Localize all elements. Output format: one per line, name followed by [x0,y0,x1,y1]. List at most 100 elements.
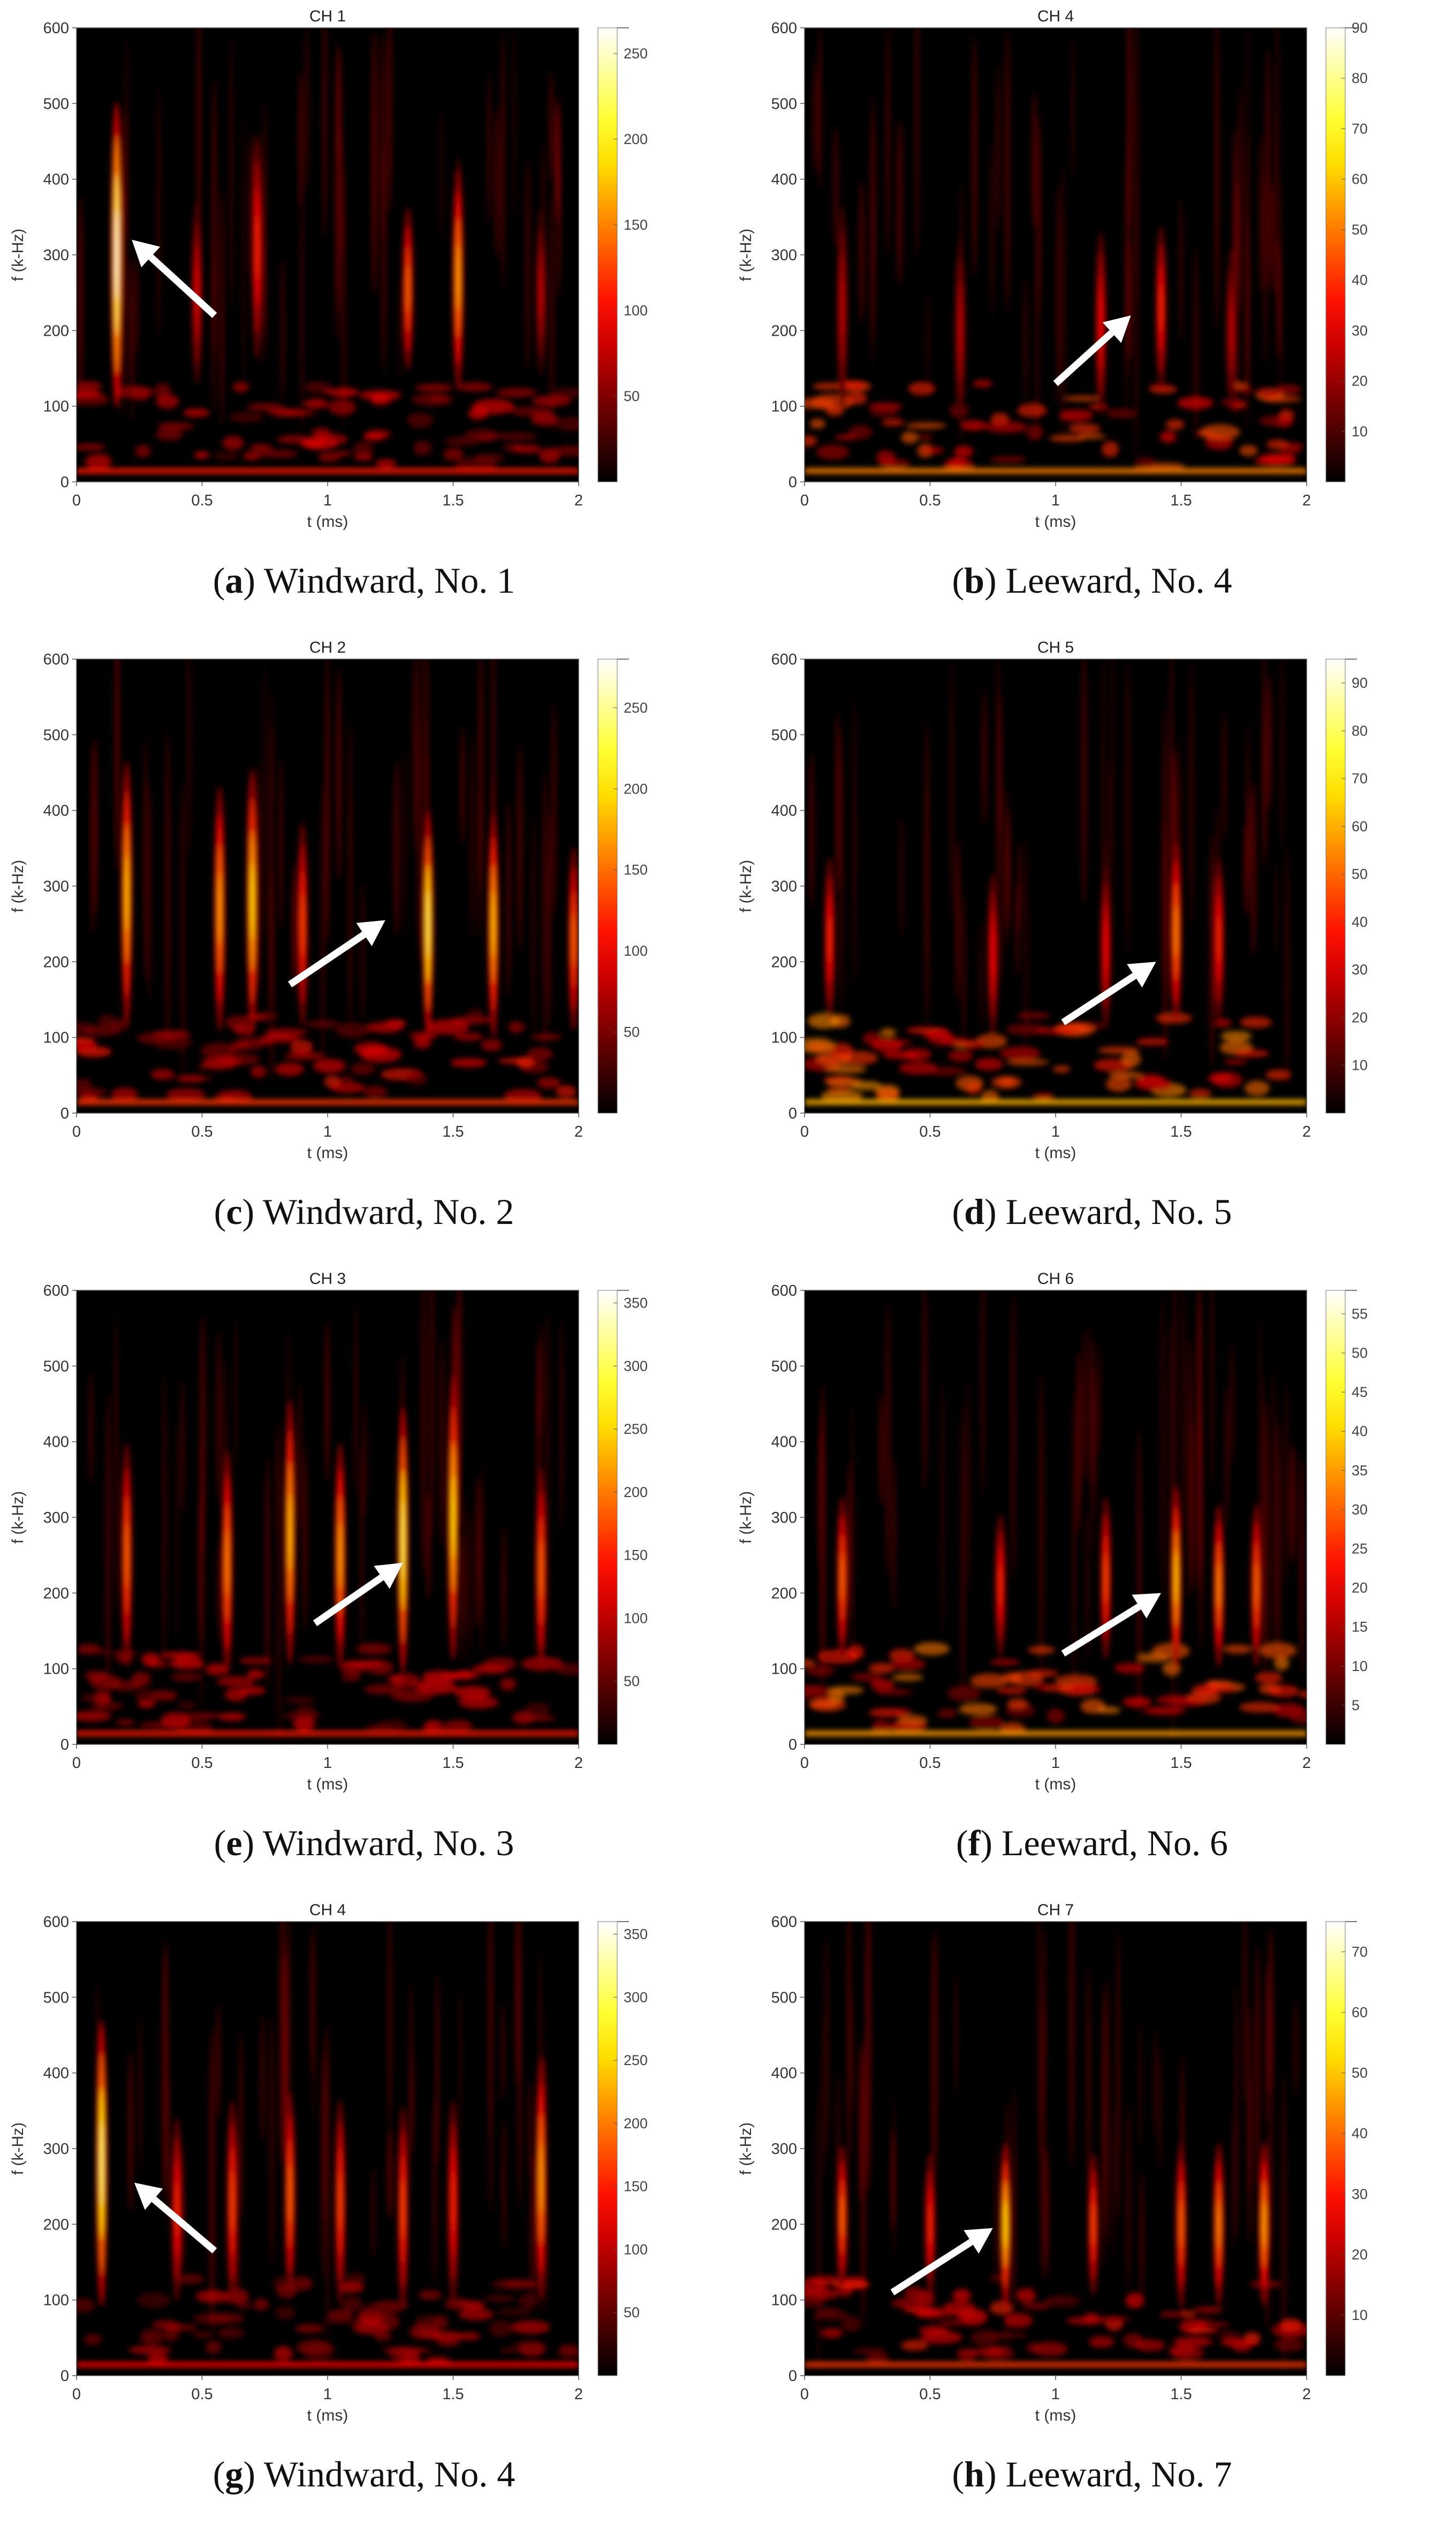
background-streak [199,1491,203,1643]
background-streak [1274,103,1278,301]
background-streak [212,77,217,358]
spectral-ridge [1104,1553,1108,1602]
y-tick-label: 500 [43,727,69,744]
background-streak [265,1456,270,1685]
low-frequency-blob [237,2302,253,2309]
low-frequency-blob [927,1031,956,1046]
panel-title: CH 3 [309,1270,346,1288]
colorbar [1325,659,1346,1114]
low-frequency-blob [869,1707,904,1718]
arrow-annotation [288,932,366,988]
background-streak [362,1403,367,1518]
background-streak [502,2118,506,2251]
background-streak [156,88,162,341]
colorbar [1325,1290,1346,1745]
colorbar-tick-label: 80 [1352,723,1368,739]
low-frequency-blob [375,459,397,468]
panel-h: 0 0.5 1 1.5 2 0 100 200 300 400 500 600 t (ms) f (k-H… [728,1894,1456,2525]
background-streak [143,737,148,981]
caption-text: Leeward, No. 7 [996,2454,1232,2494]
low-frequency-blob [511,2320,550,2334]
colorbar-tick-label: 20 [1352,2247,1368,2263]
y-tick-label: 0 [788,2368,797,2385]
low-frequency-blob [77,1078,92,1090]
low-frequency-blob [1007,1698,1028,1710]
low-frequency-blob [1223,1059,1247,1065]
background-streak [1243,1922,1247,2105]
x-tick-label: 0 [72,2386,81,2403]
arrow-annotation [313,1574,384,1627]
background-streak [89,1372,93,1486]
spectral-ridge [125,854,128,933]
x-tick-label: 1.5 [1170,492,1192,509]
spectral-ridge [457,244,460,311]
colorbar [1325,1921,1346,2376]
low-frequency-blob [413,441,431,456]
colorbar [597,27,618,482]
low-frequency-blob [166,1088,206,1101]
low-frequency-blob [77,443,106,450]
y-tick-label: 0 [60,1105,69,1122]
low-frequency-blob [1088,2336,1114,2348]
colorbar-tick-label: 5 [1352,1697,1360,1713]
low-frequency-blob [1102,441,1119,457]
low-frequency-blob [305,1020,340,1028]
low-frequency-blob [1026,425,1044,441]
background-streak [477,791,482,940]
low-frequency-blob [382,2347,425,2354]
background-streak [1230,1341,1234,1466]
low-frequency-blob [350,1063,375,1075]
low-frequency-blob [131,1672,151,1687]
panel-a: 0 0.5 1 1.5 2 0 100 200 300 400 500 600 t (ms) f (k-H… [0,0,728,631]
panel-caption: (f) Leeward, No. 6 [956,1823,1228,1863]
background-streak [1280,659,1284,850]
background-streak [260,2013,265,2143]
background-streak [1280,2072,1287,2369]
x-tick-label: 0.5 [191,492,213,509]
low-frequency-blob [208,2313,245,2324]
background-streak [1018,842,1021,934]
background-streak [1004,28,1010,311]
low-frequency-blob [1165,419,1185,430]
caption-text: Windward, No. 3 [254,1823,514,1863]
colorbar-tick-label: 15 [1352,1619,1368,1635]
low-frequency-band [77,1730,579,1736]
low-frequency-blob [133,387,150,401]
background-streak [439,1339,444,1548]
low-frequency-blob [363,1086,388,1098]
y-tick-label: 300 [43,1509,69,1526]
low-frequency-blob [354,453,373,461]
arrow-annotation [151,2196,217,2254]
background-streak [996,659,1000,897]
x-tick-label: 0 [800,2386,809,2403]
background-streak [180,1379,185,1516]
low-frequency-blob [1033,1093,1055,1100]
spectral-ridge [256,214,259,281]
panel-letter: e [226,1823,242,1863]
low-frequency-blob [92,1702,124,1711]
x-tick-label: 2 [1302,492,1311,509]
background-streak [1136,1428,1142,1720]
low-frequency-blob [504,1089,542,1102]
low-frequency-blob [160,1651,200,1659]
low-frequency-blob [990,2301,1013,2315]
low-frequency-blob [1275,384,1301,395]
colorbar-tick-label: 60 [1352,171,1368,187]
low-frequency-blob [249,444,272,451]
colorbar-tick-label: 250 [624,2052,648,2068]
low-frequency-blob [518,2293,538,2309]
y-tick-label: 600 [43,651,69,668]
background-streak [532,816,535,1035]
background-streak [1172,1290,1177,1528]
low-frequency-blob [1123,1697,1152,1707]
low-frequency-blob [828,1690,845,1704]
panel-d: 0 0.5 1 1.5 2 0 100 200 300 400 500 600 t (ms) f (k-H… [728,631,1456,1262]
background-streak [1083,1328,1088,1483]
background-streak [348,722,352,1037]
low-frequency-blob [922,446,944,455]
low-frequency-blob [291,2276,313,2291]
background-streak [426,1492,431,1600]
low-frequency-blob [954,445,974,457]
background-streak [502,1523,506,1647]
background-streak [279,1922,285,2164]
